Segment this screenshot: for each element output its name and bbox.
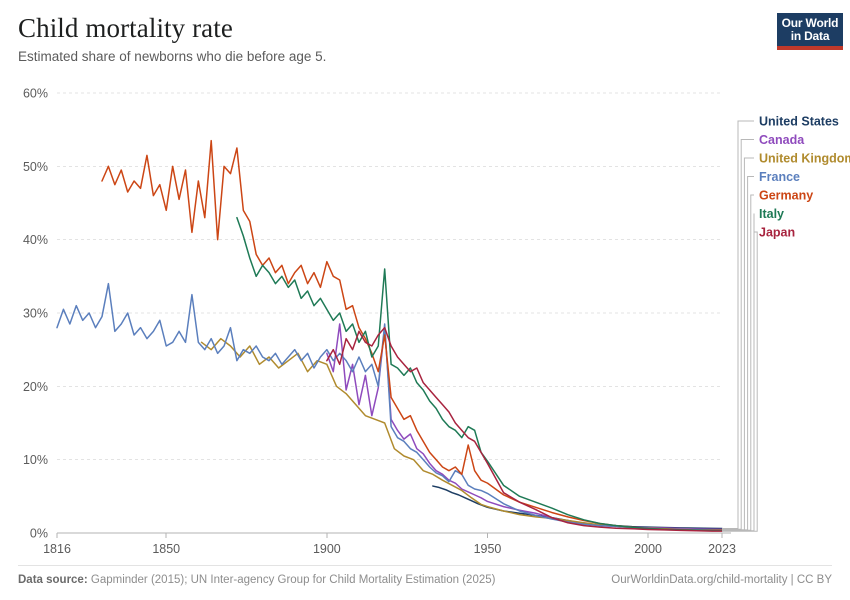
x-axis-tick-label: 1850 — [152, 542, 180, 556]
series-line-united-kingdom[interactable] — [200, 337, 723, 531]
legend-label-germany[interactable]: Germany — [759, 189, 813, 203]
page-title: Child mortality rate — [18, 13, 233, 43]
series-line-france[interactable] — [56, 282, 723, 531]
x-axis-tick-label: 2023 — [708, 542, 736, 556]
x-axis-tick-label: 1816 — [43, 542, 71, 556]
series-line-germany[interactable] — [101, 139, 723, 531]
data-source-label: Data source: — [18, 574, 88, 586]
legend-leader-line — [722, 194, 754, 531]
chart-footer: Data source: Gapminder (2015); UN Inter-… — [18, 565, 832, 586]
plot-area[interactable]: 0% 10% 20% 30% 40% 50% 60% 1816 1850 1900 1950 2000… — [0, 78, 850, 558]
legend-leader-line — [722, 139, 754, 530]
legend-label-united-kingdom[interactable]: United Kingdom — [759, 152, 850, 166]
y-axis-tick-label: 50% — [23, 160, 48, 174]
y-axis-tick-label: 60% — [23, 87, 48, 101]
x-axis-tick-label: 2000 — [634, 542, 662, 556]
series-line-italy[interactable] — [236, 216, 723, 532]
y-axis-tick-label: 30% — [23, 307, 48, 321]
legend-leader-line — [722, 120, 754, 529]
chart-credit[interactable]: OurWorldinData.org/child-mortality | CC … — [611, 574, 832, 586]
line-chart-svg[interactable]: 0% 10% 20% 30% 40% 50% 60% 1816 1850 1900 1950 2000… — [0, 78, 850, 558]
y-axis-tick-label: 40% — [23, 233, 48, 247]
logo-line-1: Our World — [781, 16, 839, 30]
legend-label-united-states[interactable]: United States — [759, 115, 839, 129]
y-axis-tick-label: 0% — [30, 527, 48, 541]
chart-header: Child mortality rate Estimated share of … — [18, 12, 718, 65]
x-axis-tick-label: 1950 — [474, 542, 502, 556]
y-axis-tick-label: 20% — [23, 380, 48, 394]
legend-label-italy[interactable]: Italy — [759, 207, 784, 221]
our-world-in-data-logo[interactable]: Our World in Data — [777, 13, 843, 50]
y-axis-tick-label: 10% — [23, 453, 48, 467]
logo-line-2: in Data — [790, 29, 830, 43]
chart-subtitle: Estimated share of newborns who die befo… — [18, 49, 327, 64]
legend-label-canada[interactable]: Canada — [759, 133, 805, 147]
data-source-text: Data source: Gapminder (2015); UN Inter-… — [18, 574, 495, 586]
legend-leader-line — [722, 231, 758, 532]
x-axis-tick-label: 1900 — [313, 542, 341, 556]
legend-label-france[interactable]: France — [759, 170, 800, 184]
legend-label-japan[interactable]: Japan — [759, 226, 795, 240]
data-source-value: Gapminder (2015); UN Inter-agency Group … — [90, 574, 496, 586]
series-line-japan[interactable] — [326, 326, 723, 532]
